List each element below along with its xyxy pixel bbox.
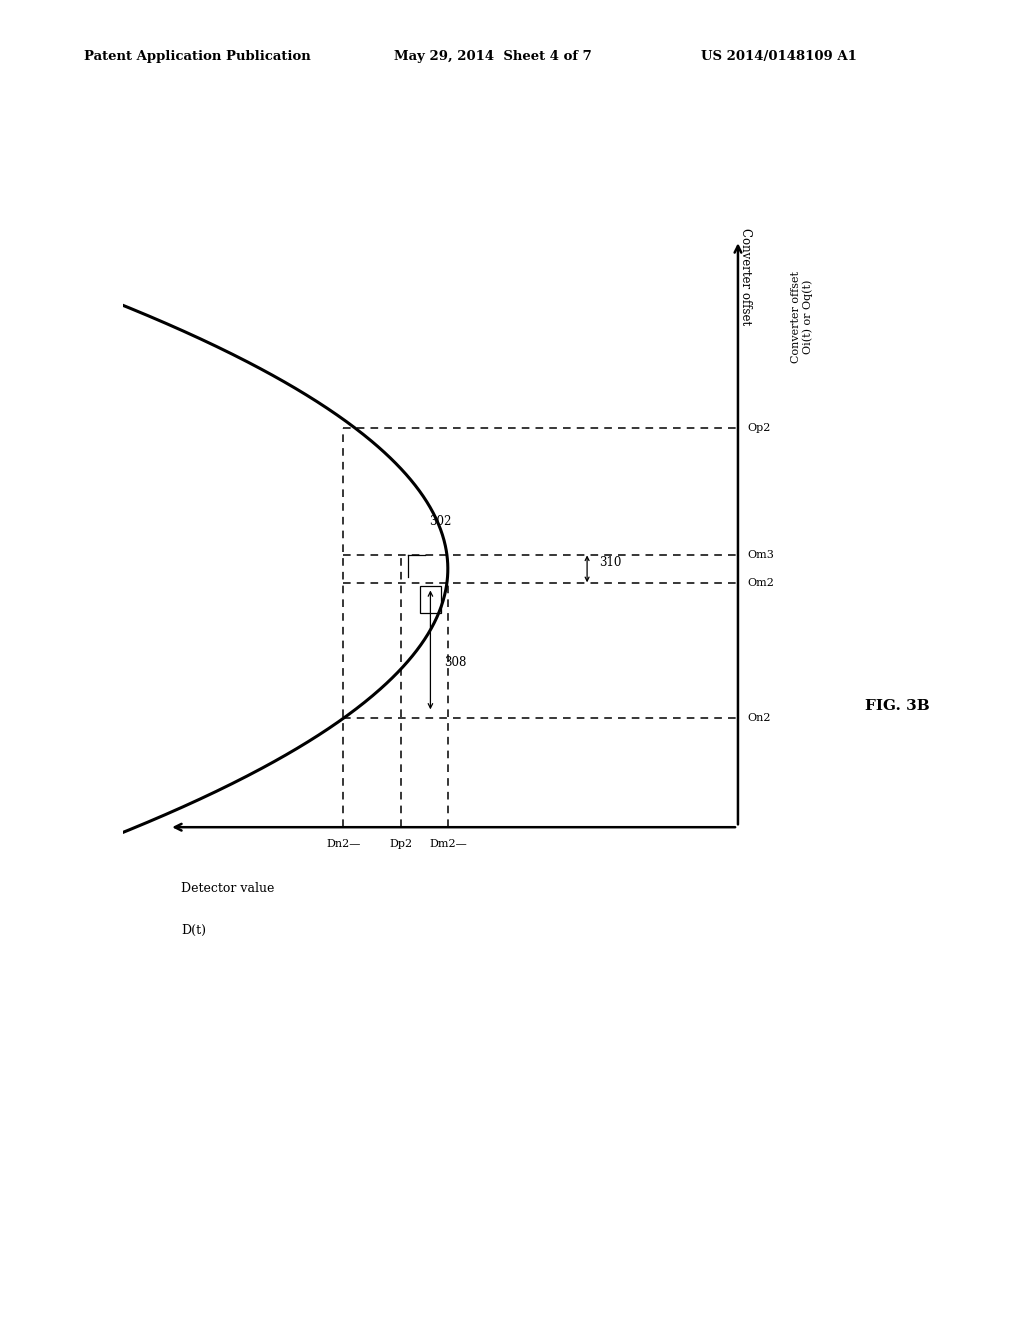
Text: Om2: Om2 xyxy=(748,578,774,587)
Text: Converter offset
Oi(t) or Oq(t): Converter offset Oi(t) or Oq(t) xyxy=(791,271,813,363)
Text: 308: 308 xyxy=(444,656,467,669)
Text: Converter offset: Converter offset xyxy=(739,228,752,325)
Text: Patent Application Publication: Patent Application Publication xyxy=(84,50,310,63)
Text: D(t): D(t) xyxy=(181,924,206,937)
Text: 302: 302 xyxy=(429,515,452,528)
Text: Detector value: Detector value xyxy=(181,882,274,895)
Text: US 2014/0148109 A1: US 2014/0148109 A1 xyxy=(701,50,857,63)
Text: Om3: Om3 xyxy=(748,550,774,560)
Text: FIG. 3B: FIG. 3B xyxy=(865,700,930,713)
Text: Op2: Op2 xyxy=(748,422,771,433)
Text: 310: 310 xyxy=(599,556,622,569)
Text: May 29, 2014  Sheet 4 of 7: May 29, 2014 Sheet 4 of 7 xyxy=(394,50,592,63)
Bar xyxy=(420,586,441,612)
Text: Dn2—: Dn2— xyxy=(327,840,360,849)
Text: Dm2—: Dm2— xyxy=(429,840,467,849)
Text: Dp2: Dp2 xyxy=(390,840,413,849)
Text: On2: On2 xyxy=(748,713,771,723)
